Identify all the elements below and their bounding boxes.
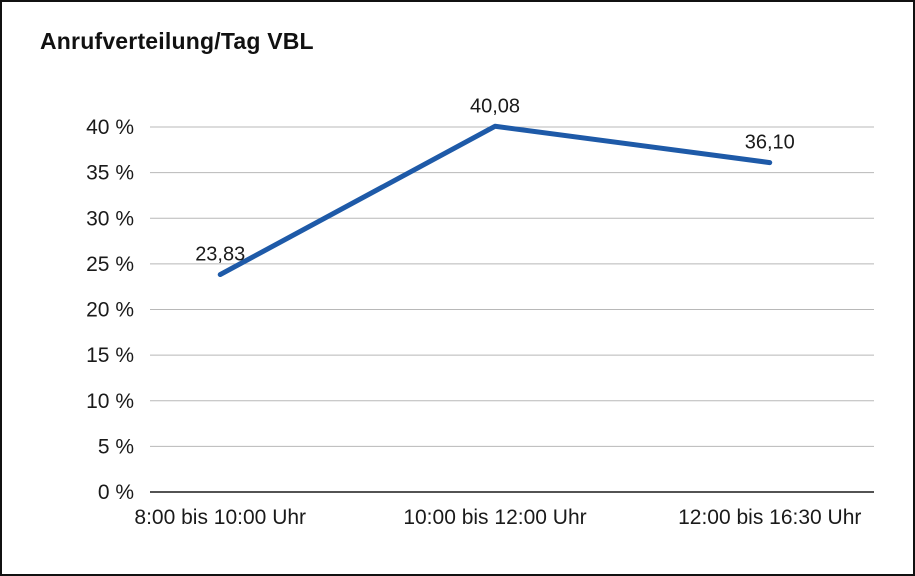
y-tick-label: 20 % (86, 299, 134, 322)
y-tick-label: 25 % (86, 253, 134, 276)
x-tick-label: 12:00 bis 16:30 Uhr (678, 506, 861, 529)
x-tick-label: 10:00 bis 12:00 Uhr (403, 506, 586, 529)
chart-title: Anrufverteilung/Tag VBL (40, 28, 314, 54)
y-tick-label: 5 % (98, 435, 134, 458)
y-tick-label: 35 % (86, 162, 134, 185)
y-tick-label: 30 % (86, 207, 134, 230)
y-tick-label: 0 % (98, 481, 134, 504)
y-tick-label: 10 % (86, 390, 134, 413)
y-tick-label: 40 % (86, 116, 134, 139)
data-point-label: 36,10 (745, 132, 795, 154)
series-line (217, 123, 773, 278)
x-tick-label: 8:00 bis 10:00 Uhr (134, 506, 306, 529)
y-tick-label: 15 % (86, 344, 134, 367)
data-point-label: 40,08 (470, 95, 520, 117)
data-point-label: 23,83 (195, 244, 245, 266)
